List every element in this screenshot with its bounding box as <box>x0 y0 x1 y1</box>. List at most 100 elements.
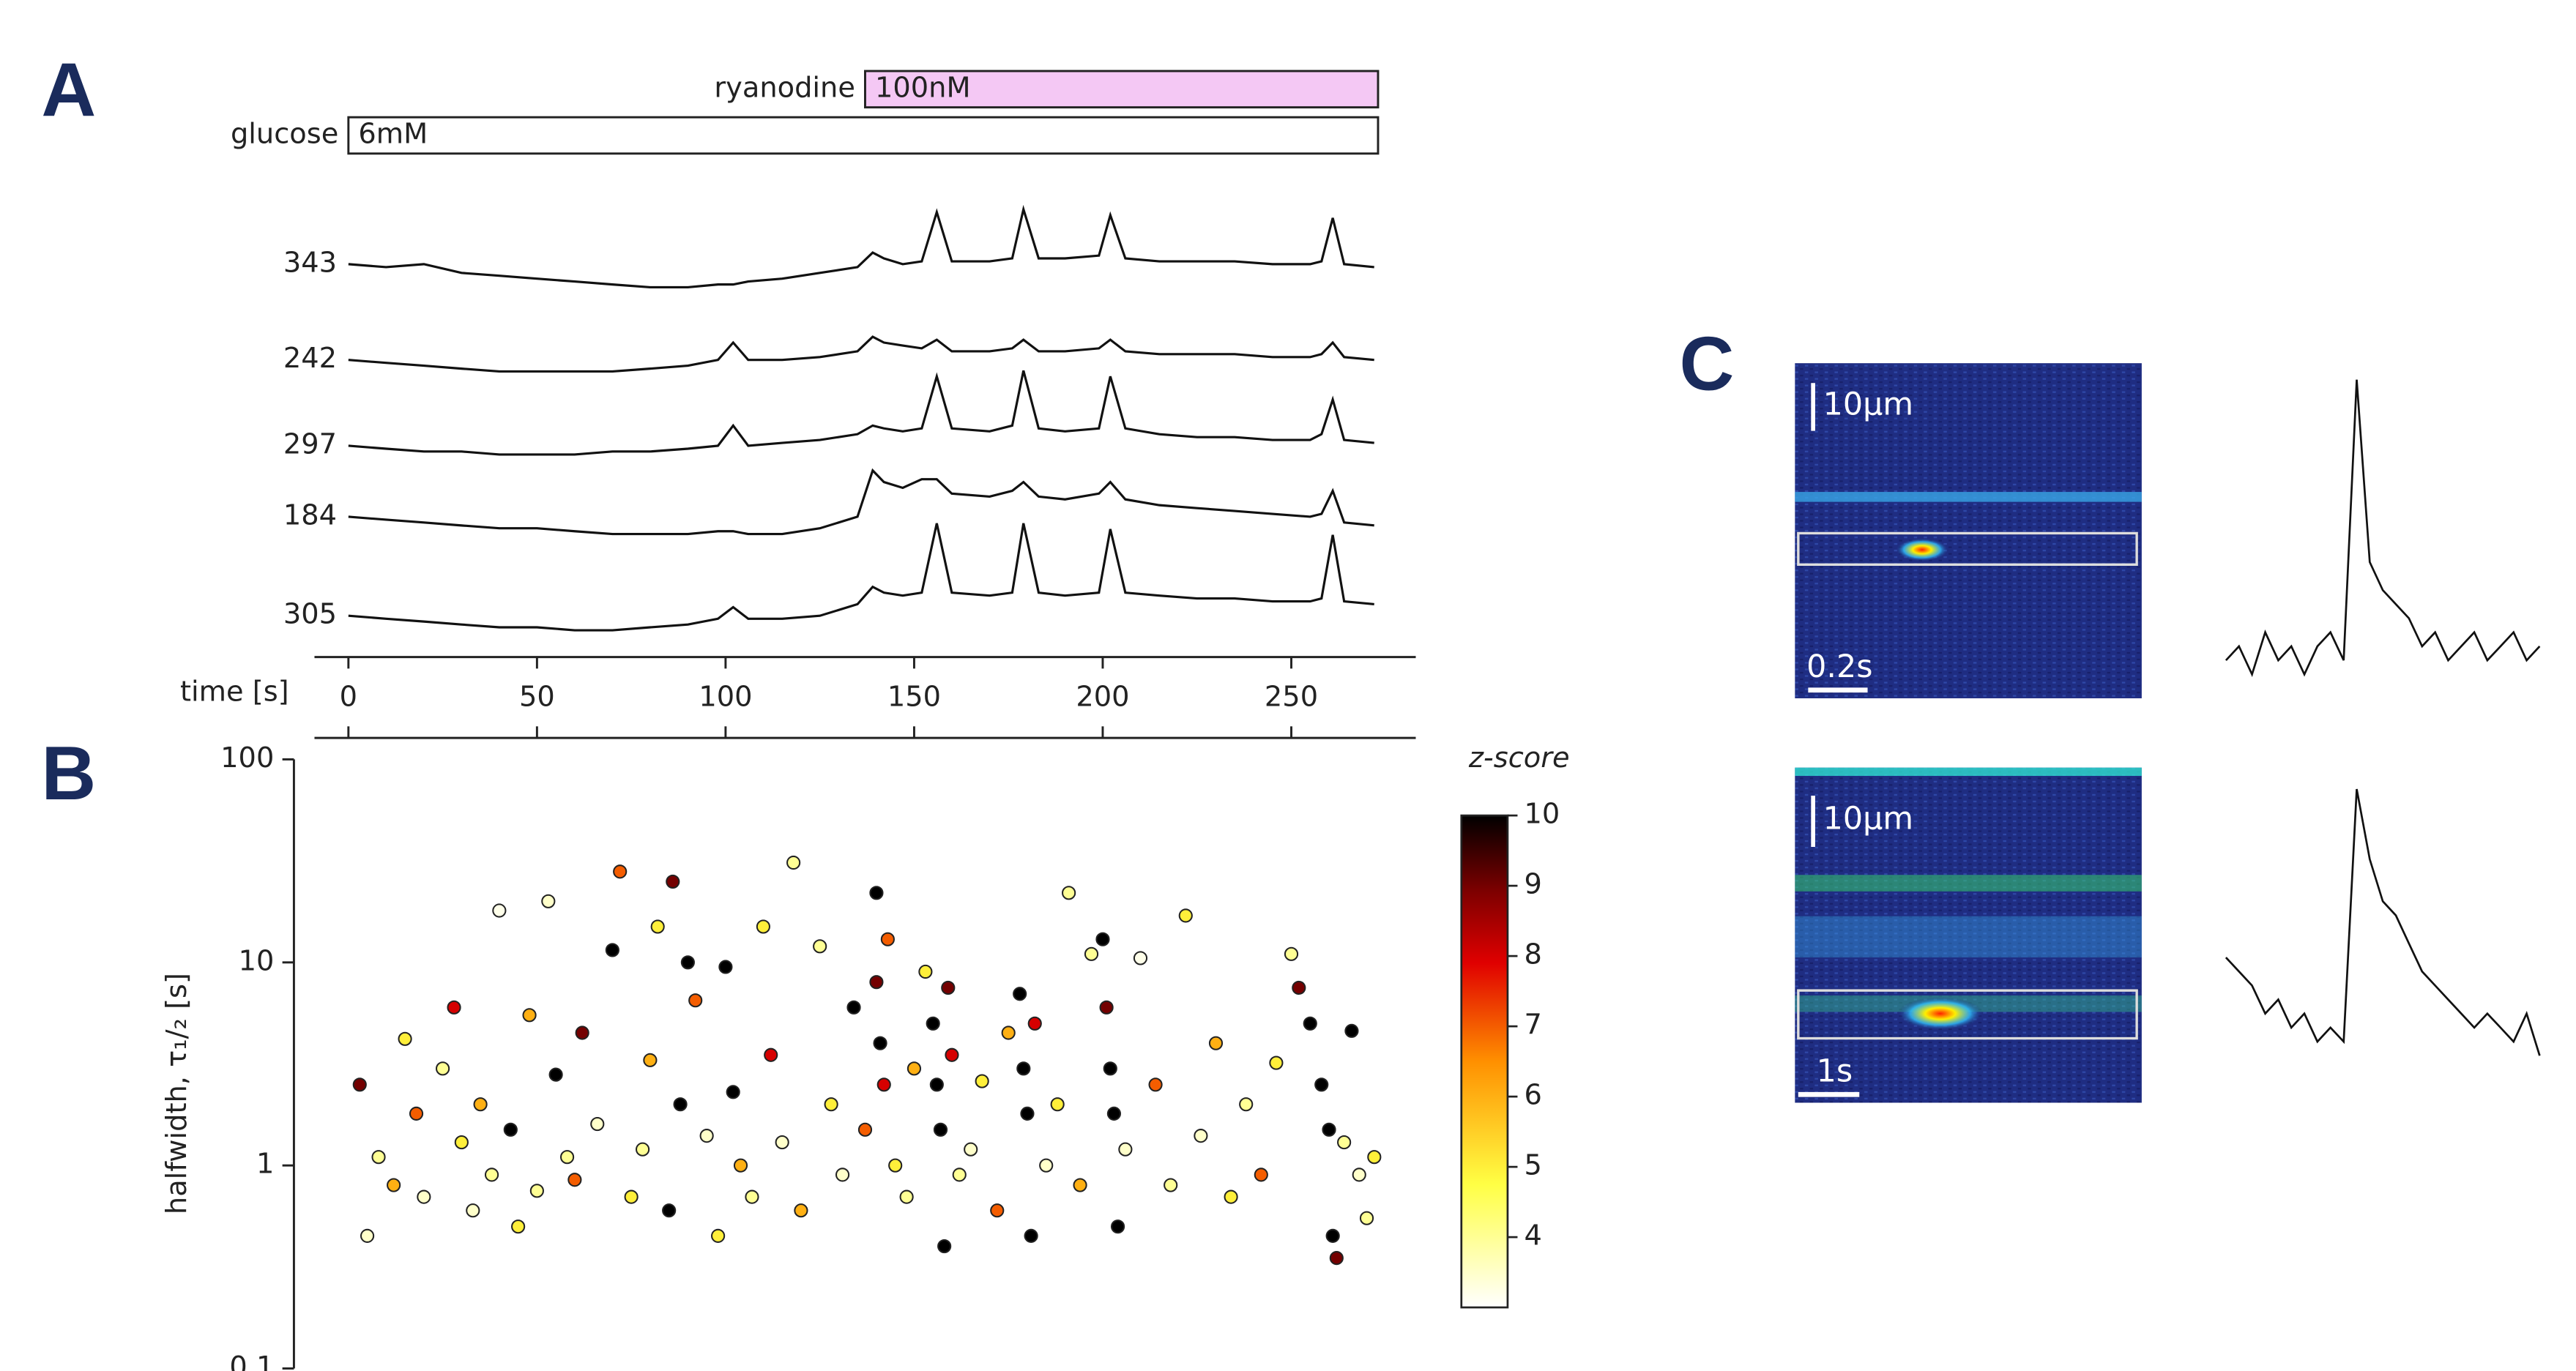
scatter-point <box>636 1142 650 1157</box>
scatter-point <box>484 1168 499 1182</box>
scatter-point <box>733 1158 748 1173</box>
scatter-point <box>775 1135 789 1150</box>
scatter-point <box>756 919 770 934</box>
scatter-point <box>1344 1023 1359 1038</box>
scatter-point <box>835 1168 850 1182</box>
x-tick-label: 50 <box>519 680 555 713</box>
trace-line <box>348 204 1374 289</box>
scale-label: 10µm <box>1823 800 1913 837</box>
scatter-point <box>933 1122 948 1137</box>
scatter-point <box>1039 1158 1054 1173</box>
scatter-point <box>567 1173 582 1187</box>
x-tick-label: 0 <box>340 680 357 713</box>
scatter-point <box>387 1178 401 1192</box>
scatter-point <box>1314 1077 1329 1092</box>
scatter-point <box>1013 987 1027 1001</box>
y-tick-label: 10 <box>239 944 275 977</box>
panel-label: B <box>41 731 96 815</box>
trace-line <box>348 370 1374 456</box>
scatter-point <box>371 1150 386 1165</box>
x-tick-label: 150 <box>887 680 941 713</box>
scatter-point <box>857 1122 873 1137</box>
scatter-point <box>1073 1178 1087 1192</box>
scatter-point <box>541 894 556 908</box>
scatter-point <box>1269 1056 1284 1070</box>
scatter-point <box>1178 908 1193 923</box>
scatter-point <box>454 1135 469 1150</box>
scatter-point <box>711 1228 726 1243</box>
trace-line <box>2225 788 2541 1056</box>
scatter-point <box>990 1203 1005 1218</box>
scatter-point <box>666 874 680 889</box>
y-axis-label: halfwidth, τ₁/₂ [s] <box>160 973 193 1214</box>
scatter-point <box>624 1189 639 1204</box>
scatter-point <box>918 964 933 979</box>
colorbar-tick-label: 5 <box>1524 1149 1541 1182</box>
trace-label: 242 <box>283 342 337 375</box>
scatter-point <box>745 1189 759 1204</box>
scatter-point <box>937 1239 952 1254</box>
y-tick-label: 1 <box>256 1148 274 1181</box>
panel-label: C <box>1679 321 1734 406</box>
colorbar-tick-label: 9 <box>1524 868 1541 901</box>
scatter-point <box>492 903 507 918</box>
scatter-point <box>548 1067 563 1082</box>
panel-label: A <box>41 47 96 132</box>
y-tick-label: 100 <box>220 741 274 774</box>
protocol-bar <box>864 70 1380 109</box>
x-tick-label: 250 <box>1265 680 1318 713</box>
scatter-point <box>662 1203 677 1218</box>
scale-label: 10µm <box>1823 386 1913 422</box>
scatter-point <box>673 1097 688 1112</box>
x-tick-label: 200 <box>1076 680 1129 713</box>
scatter-point <box>522 1008 537 1023</box>
scatter-point <box>718 960 733 974</box>
scatter-point <box>352 1077 367 1092</box>
scatter-point <box>786 855 801 870</box>
scatter-point <box>907 1061 922 1076</box>
protocol-name: glucose <box>231 117 338 150</box>
colorbar-tick-label: 7 <box>1524 1009 1541 1042</box>
scatter-point <box>1024 1228 1038 1243</box>
scatter-point <box>899 1189 914 1204</box>
trace-line <box>348 468 1374 536</box>
scatter-point <box>529 1184 544 1198</box>
scatter-point <box>846 1000 861 1015</box>
scatter-point <box>1095 932 1110 946</box>
scatter-point <box>360 1228 375 1243</box>
scatter-point <box>680 955 695 970</box>
trace-label: 297 <box>283 427 337 460</box>
scatter-point <box>1062 886 1076 900</box>
scatter-point <box>1329 1251 1344 1266</box>
scatter-point <box>1118 1142 1133 1157</box>
x-tick-label: 100 <box>699 680 752 713</box>
scatter-point <box>1194 1129 1208 1143</box>
protocol-label: 6mM <box>358 117 428 150</box>
scale-label: 1s <box>1817 1053 1853 1089</box>
trace-line <box>348 523 1374 632</box>
scale-label: 0.2s <box>1806 649 1872 685</box>
scatter-point <box>466 1203 480 1218</box>
colorbar-tick-label: 8 <box>1524 938 1541 971</box>
kymograph: 10µm 1s <box>1795 767 2142 1103</box>
colorbar-tick-label: 6 <box>1524 1079 1541 1112</box>
scatter-point <box>1106 1106 1122 1121</box>
colorbar-label: z-score <box>1468 741 1570 774</box>
scatter-point <box>688 993 703 1008</box>
scatter-point <box>888 1158 903 1173</box>
scatter-point <box>398 1031 412 1046</box>
protocol-label: 100nM <box>875 71 971 104</box>
scatter-point <box>575 1026 589 1040</box>
scatter-point <box>926 1016 940 1031</box>
protocol-name: ryanodine <box>714 71 855 104</box>
scatter-point <box>764 1047 778 1062</box>
scatter-point <box>590 1116 605 1132</box>
scatter-point <box>941 980 956 995</box>
scatter-point <box>1050 1097 1065 1112</box>
kymograph: 10µm 0.2s <box>1795 363 2142 698</box>
scatter-point <box>876 1077 891 1092</box>
scatter-point <box>605 943 619 957</box>
scatter-point <box>1027 1016 1042 1031</box>
scatter-point <box>699 1129 714 1143</box>
